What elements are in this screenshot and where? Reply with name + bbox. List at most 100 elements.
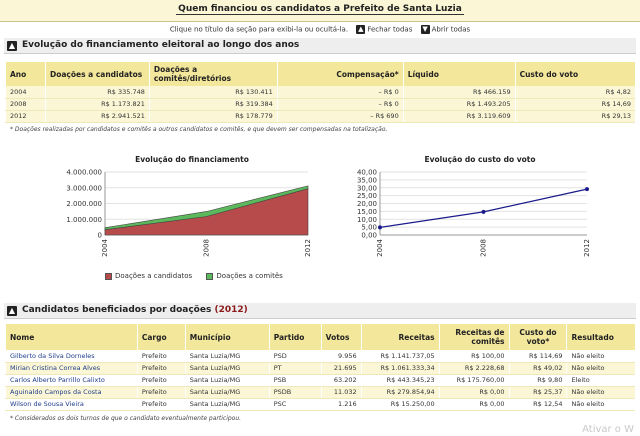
vote-cost-point — [481, 209, 486, 214]
arrow-up-icon: ▲ — [7, 306, 17, 316]
column-header: Líquido — [402, 62, 516, 86]
vote-cost-line — [379, 188, 588, 229]
financing-table: Ano Doações a candidatos Doações a comit… — [5, 62, 635, 123]
table-row: Mirian Cristina Correa Alves Prefeito Sa… — [5, 362, 635, 375]
section-title: Evolução do financiamento eleitoral ao l… — [22, 40, 300, 50]
section-header-financing[interactable]: ▲ Evolução do financiamento eleitoral ao… — [4, 38, 636, 54]
section-hint: Clique no título da seção para exibi-la … — [0, 25, 640, 34]
table-row: 2008 R$ 1.173.821 R$ 319.384 – R$ 0 R$ 1… — [5, 98, 635, 111]
table-cell: 63.202 — [320, 374, 362, 387]
y-tick-label: 2.000.000 — [66, 200, 102, 208]
table-cell: Santa Luzia/MG — [184, 398, 270, 411]
financing-chart: Evolução do financiamento 0 1.000.000 2.00… — [66, 155, 312, 257]
legend-swatch — [206, 272, 214, 280]
table-cell: R$ 466.159 — [402, 86, 516, 99]
column-header: Receitas — [360, 324, 440, 350]
table-cell: PSB — [268, 374, 322, 387]
table-cell: 9.956 — [320, 350, 362, 363]
column-header: Município — [184, 324, 270, 350]
y-tick-label: 40,00 — [357, 169, 377, 177]
x-tick-label: 2012 — [304, 239, 312, 257]
close-all-link[interactable]: Fechar todas — [367, 25, 413, 34]
table-cell: R$ 25,37 — [508, 386, 567, 399]
table-cell: Prefeito — [136, 362, 186, 375]
table-cell: R$ 178.779 — [148, 110, 278, 123]
candidate-name-link[interactable]: Wilson de Sousa Vieira — [5, 398, 138, 411]
section-header-candidates[interactable]: ▲ Candidatos beneficiados por doações (2… — [4, 303, 636, 319]
table-row: 2012 R$ 2.941.521 R$ 178.779 – R$ 690 R$… — [5, 110, 635, 123]
table-cell: PSD — [268, 350, 322, 363]
column-header: Doações a candidatos — [44, 62, 150, 86]
column-header: Cargo — [136, 324, 186, 350]
table-cell: R$ 0,00 — [438, 398, 510, 411]
y-tick-label: 15,00 — [357, 208, 377, 216]
table-cell: – R$ 0 — [276, 98, 404, 111]
arrow-down-icon[interactable]: ▼ — [420, 25, 430, 34]
table-cell: Santa Luzia/MG — [184, 350, 270, 363]
table-cell: Eleito — [566, 374, 635, 387]
table-cell: R$ 49,02 — [508, 362, 567, 375]
table-row: Aguinaldo Campos da Costa Prefeito Santa… — [5, 386, 635, 399]
section-title-text: Candidatos beneficiados por doações — [22, 305, 212, 315]
table-cell: 11.032 — [320, 386, 362, 399]
year-cell: 2012 — [5, 110, 46, 123]
column-header: Votos — [320, 324, 362, 350]
table-cell: 21.695 — [320, 362, 362, 375]
table-cell: Santa Luzia/MG — [184, 386, 270, 399]
hint-text: Clique no título da seção para exibi-la … — [169, 25, 349, 34]
table-cell: R$ 12,54 — [508, 398, 567, 411]
y-tick-label: 10,00 — [357, 216, 377, 224]
table-cell: – R$ 690 — [276, 110, 404, 123]
candidates-footnote: * Considerados os dois turnos de que o c… — [10, 415, 242, 422]
vote-cost-chart: Evolução do custo do voto 0,005,0010,001… — [357, 155, 591, 257]
candidate-name-link[interactable]: Mirian Cristina Correa Alves — [5, 362, 138, 375]
table-cell: Prefeito — [136, 374, 186, 387]
y-tick-label: 35,00 — [357, 176, 377, 184]
vote-cost-point — [585, 187, 589, 192]
candidate-name-link[interactable]: Aguinaldo Campos da Costa — [5, 386, 138, 399]
table-cell: Prefeito — [136, 386, 186, 399]
x-tick-label: 2008 — [203, 239, 211, 257]
table-cell: Prefeito — [136, 398, 186, 411]
arrow-up-icon: ▲ — [7, 41, 17, 51]
table-cell: 1.216 — [320, 398, 362, 411]
table-cell: Prefeito — [136, 350, 186, 363]
y-tick-label: 3.000.000 — [66, 184, 102, 192]
table-cell: R$ 1.173.821 — [44, 98, 150, 111]
year-cell: 2004 — [5, 86, 46, 99]
table-cell: R$ 1.493.205 — [402, 98, 516, 111]
table-cell: Não eleito — [566, 386, 635, 399]
x-tick-label: 2004 — [376, 238, 384, 256]
table-cell: Santa Luzia/MG — [184, 374, 270, 387]
table-cell: R$ 443.345,23 — [360, 374, 440, 387]
column-header: Resultado — [566, 324, 635, 350]
column-header: Nome — [5, 324, 138, 350]
table-cell: R$ 14,69 — [514, 98, 635, 111]
y-tick-label: 20,00 — [357, 200, 377, 208]
table-cell: R$ 3.119.609 — [402, 110, 516, 123]
arrow-up-icon[interactable]: ▲ — [356, 25, 366, 34]
table-cell: R$ 130.411 — [148, 86, 278, 99]
table-cell: R$ 175.760,00 — [438, 374, 510, 387]
column-header: Compensação* — [276, 62, 404, 86]
open-all-link[interactable]: Abrir todas — [431, 25, 471, 34]
candidate-name-link[interactable]: Carlos Alberto Parrillo Calixto — [5, 374, 138, 387]
section-title: Candidatos beneficiados por doações (201… — [22, 305, 248, 315]
page-title[interactable]: Quem financiou os candidatos a Prefeito … — [176, 4, 464, 15]
column-header: Custo do voto — [514, 62, 635, 86]
table-cell: R$ 100,00 — [438, 350, 510, 363]
vote-cost-point — [378, 225, 382, 230]
table-cell: R$ 114,69 — [508, 350, 567, 363]
table-cell: R$ 0,00 — [438, 386, 510, 399]
financing-footnote: * Doações realizadas por candidatos e co… — [10, 126, 388, 133]
legend-label: Doações a comitês — [216, 272, 283, 280]
legend-swatch — [105, 272, 112, 280]
table-cell: R$ 15.250,00 — [360, 398, 440, 411]
candidate-name-link[interactable]: Gilberto da Silva Dorneles — [5, 350, 138, 363]
table-cell: PSDB — [268, 386, 322, 399]
page-header: Quem financiou os candidatos a Prefeito … — [0, 0, 640, 22]
column-header: Doações a comitês/diretórios — [148, 62, 278, 86]
y-tick-label: 1.000.000 — [66, 216, 102, 224]
y-tick-label: 0 — [98, 232, 102, 240]
chart-title: Evolução do financiamento — [135, 155, 249, 164]
